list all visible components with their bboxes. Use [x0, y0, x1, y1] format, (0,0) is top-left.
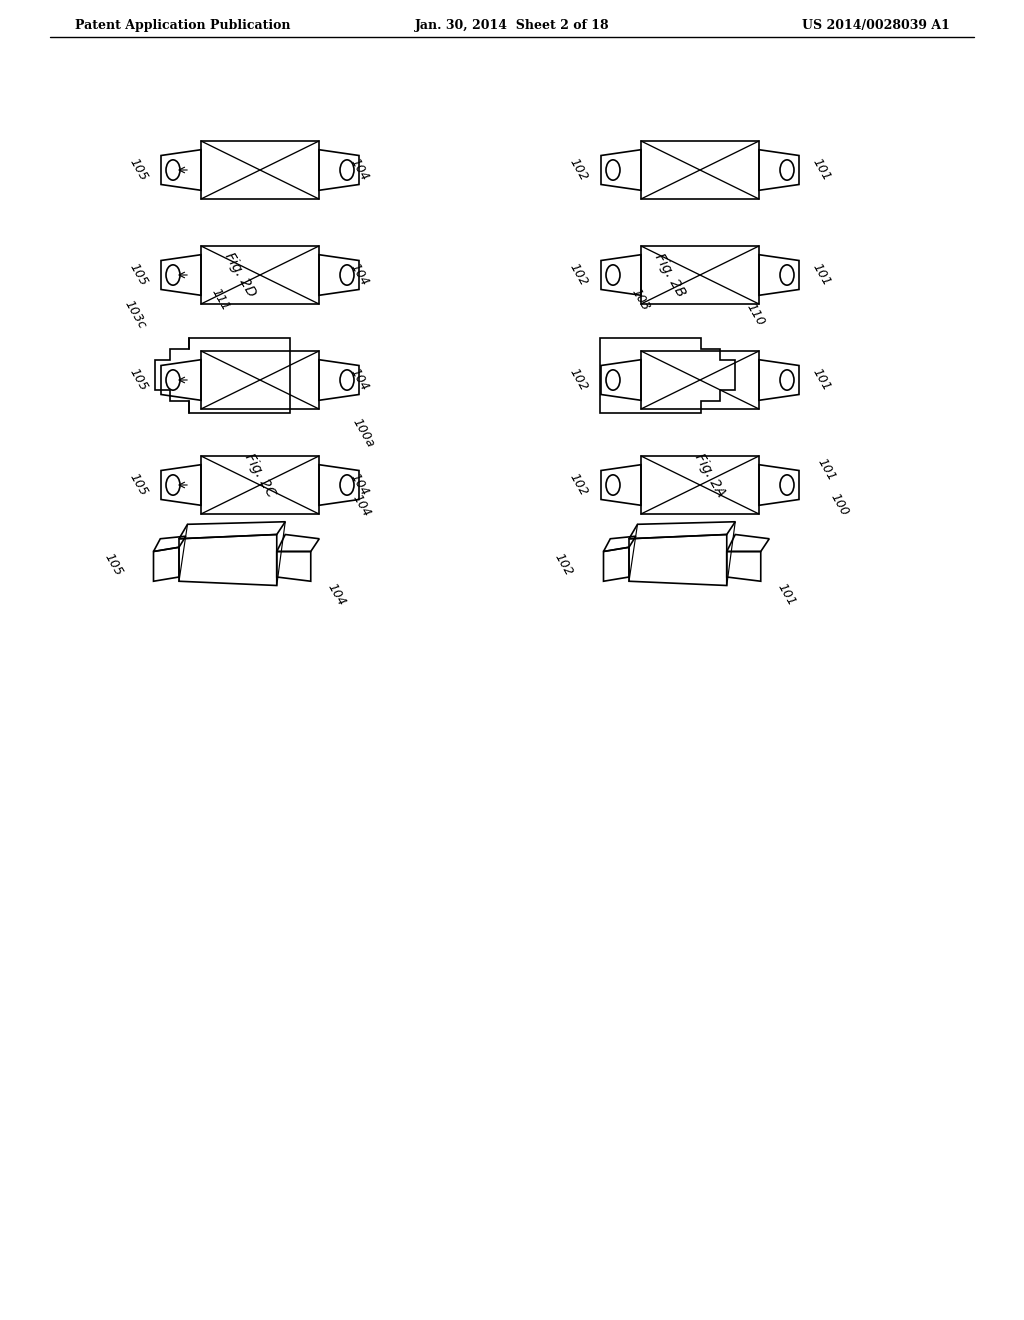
Text: Jan. 30, 2014  Sheet 2 of 18: Jan. 30, 2014 Sheet 2 of 18 [415, 18, 609, 32]
Text: 101: 101 [775, 581, 799, 609]
Text: US 2014/0028039 A1: US 2014/0028039 A1 [802, 18, 950, 32]
Text: 101: 101 [810, 367, 834, 393]
Text: 111: 111 [208, 286, 231, 314]
Text: 101: 101 [815, 457, 839, 483]
Text: 102: 102 [566, 471, 590, 499]
Text: Fig. 2B: Fig. 2B [652, 251, 688, 300]
Text: 102: 102 [566, 261, 590, 289]
Text: 101: 101 [810, 261, 834, 289]
Text: Patent Application Publication: Patent Application Publication [75, 18, 291, 32]
Text: 105: 105 [127, 471, 150, 499]
Text: 105: 105 [127, 156, 150, 183]
Text: 104: 104 [325, 581, 348, 609]
Text: 104: 104 [348, 261, 372, 289]
Text: 100: 100 [828, 491, 851, 519]
Text: 104: 104 [348, 156, 372, 183]
Text: 102: 102 [566, 367, 590, 393]
Text: 105: 105 [127, 367, 150, 393]
Text: 103: 103 [629, 286, 651, 314]
Text: 101: 101 [810, 156, 834, 183]
Text: Fig. 2A: Fig. 2A [692, 451, 728, 499]
Text: 102: 102 [566, 156, 590, 183]
Text: 100a: 100a [350, 416, 377, 449]
Text: 104: 104 [350, 492, 374, 520]
Text: Fig. 2D: Fig. 2D [222, 251, 258, 300]
Text: 105: 105 [101, 552, 125, 578]
Text: 110: 110 [743, 301, 767, 329]
Text: Fig. 2C: Fig. 2C [242, 450, 279, 499]
Text: 102: 102 [552, 552, 575, 578]
Text: 105: 105 [127, 261, 150, 289]
Text: 103c: 103c [122, 298, 148, 331]
Text: 104: 104 [348, 471, 372, 499]
Text: 104: 104 [348, 367, 372, 393]
